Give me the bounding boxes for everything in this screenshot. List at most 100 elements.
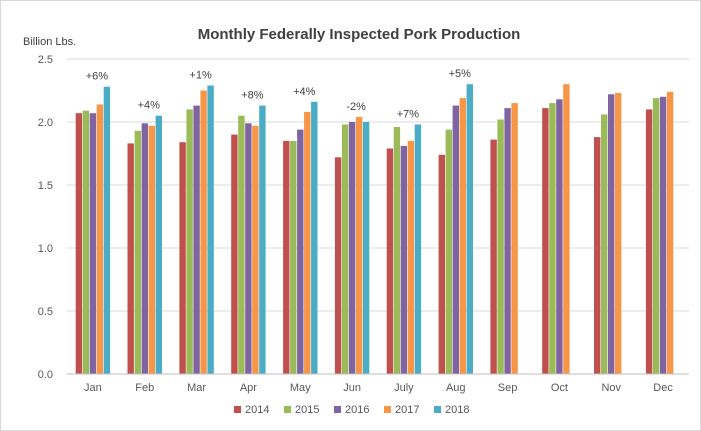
bar-2014-July xyxy=(386,148,394,374)
bar-2015-Nov xyxy=(601,114,608,375)
bar-2016-Aug xyxy=(452,105,459,374)
bar-2018-Feb xyxy=(155,115,162,374)
bar-2015-Dec xyxy=(652,98,660,374)
bar-2017-Jan xyxy=(96,104,104,375)
bar-2016-Dec xyxy=(659,96,667,375)
legend-swatch-2015 xyxy=(284,406,291,413)
legend-swatch-2016 xyxy=(334,406,341,413)
x-tick-label: Sep xyxy=(498,382,518,394)
bar-2014-Oct xyxy=(542,108,549,374)
bar-2015-Apr xyxy=(238,115,245,374)
y-axis-unit-label: Billion Lbs. xyxy=(23,36,76,48)
legend: 2014 2015 2016 2017 2018 xyxy=(234,404,469,416)
y-tick-label: 1.0 xyxy=(38,243,53,255)
bar-2014-May xyxy=(283,140,290,374)
bar-2014-Apr xyxy=(231,134,238,374)
bar-2017-Nov xyxy=(615,93,622,374)
bar-2016-Oct xyxy=(556,99,563,375)
legend-label: 2016 xyxy=(345,404,369,416)
bar-2017-Feb xyxy=(148,125,155,374)
bar-2016-Sep xyxy=(504,108,511,374)
x-tick-label: Aug xyxy=(446,382,466,394)
y-tick-label: 0.5 xyxy=(38,306,53,318)
bar-2017-Oct xyxy=(563,84,570,374)
bar-2017-Apr xyxy=(252,125,259,374)
legend-label: 2015 xyxy=(295,404,319,416)
bar-2018-Jun xyxy=(362,122,370,374)
bar-2014-Jan xyxy=(75,113,83,374)
bar-2014-Aug xyxy=(438,154,445,374)
y-tick-label: 0.0 xyxy=(38,369,53,381)
axes: 0.0 0.5 1.0 1.5 2.0 2.5 Jan Feb Mar Apr May Jun July… xyxy=(38,54,689,394)
legend-swatch-2014 xyxy=(234,406,241,413)
bar-2014-Feb xyxy=(127,143,134,374)
bar-2017-Dec xyxy=(666,91,674,375)
bar-2016-Apr xyxy=(245,123,252,374)
legend-swatch-2017 xyxy=(384,406,391,413)
bar-2015-Feb xyxy=(134,130,141,374)
y-tick-label: 2.0 xyxy=(38,117,53,129)
bar-2014-Sep xyxy=(490,139,497,374)
bar-2018-Jan xyxy=(103,86,111,374)
bar-2016-Jun xyxy=(348,122,356,374)
change-annotation: +5% xyxy=(449,68,472,80)
change-annotation: +8% xyxy=(241,90,264,102)
change-annotation: -2% xyxy=(346,101,366,113)
legend-label: 2014 xyxy=(245,404,269,416)
bar-2017-Jun xyxy=(355,117,363,374)
bar-2018-May xyxy=(311,101,318,375)
bar-2018-Apr xyxy=(259,105,266,374)
bar-2014-Nov xyxy=(594,137,601,374)
x-tick-label: Mar xyxy=(187,382,206,394)
x-tick-label: May xyxy=(290,382,311,394)
bar-2015-Sep xyxy=(497,119,504,374)
bar-2016-July xyxy=(400,145,408,374)
bar-2017-May xyxy=(304,111,311,375)
x-tick-label: Oct xyxy=(551,382,568,394)
x-tick-label: Apr xyxy=(240,382,257,394)
bar-2015-Jun xyxy=(341,124,349,374)
bar-2016-Nov xyxy=(608,94,615,375)
change-annotation: +6% xyxy=(86,71,109,83)
x-tick-label: Jan xyxy=(84,382,102,394)
annotations: +6% +4% +1% +8% +4% -2% +7% +5% xyxy=(86,68,471,120)
x-tick-label: Jun xyxy=(343,382,361,394)
y-tick-label: 1.5 xyxy=(38,180,53,192)
bar-2015-Aug xyxy=(445,129,452,374)
legend-swatch-2018 xyxy=(434,406,441,413)
bar-2014-Mar xyxy=(179,142,186,374)
bar-2015-July xyxy=(393,127,401,374)
x-tick-label: Feb xyxy=(135,382,154,394)
bar-2017-Aug xyxy=(459,98,466,374)
bar-2016-Mar xyxy=(193,105,200,374)
bars xyxy=(75,84,674,375)
bar-2014-Jun xyxy=(334,157,342,374)
x-tick-label: July xyxy=(394,382,414,394)
bar-2018-Aug xyxy=(466,84,473,374)
bar-2018-July xyxy=(414,124,422,374)
bar-2016-May xyxy=(297,129,304,374)
bar-2014-Dec xyxy=(645,109,653,375)
bar-2018-Mar xyxy=(207,85,214,374)
x-tick-label: Dec xyxy=(653,382,673,394)
change-annotation: +4% xyxy=(293,86,316,98)
bar-2017-Mar xyxy=(200,90,207,374)
bar-2015-May xyxy=(290,140,297,374)
bar-2016-Feb xyxy=(141,123,148,374)
bar-2015-Jan xyxy=(82,110,90,374)
bar-2017-July xyxy=(407,140,415,374)
bar-2016-Jan xyxy=(89,113,97,374)
legend-label: 2018 xyxy=(445,404,469,416)
change-annotation: +4% xyxy=(138,100,161,112)
y-tick-label: 2.5 xyxy=(38,54,53,66)
legend-label: 2017 xyxy=(395,404,419,416)
chart-title: Monthly Federally Inspected Pork Product… xyxy=(198,26,521,43)
change-annotation: +1% xyxy=(189,69,212,81)
change-annotation: +7% xyxy=(397,109,420,121)
bar-2015-Mar xyxy=(186,109,193,375)
x-tick-label: Nov xyxy=(601,382,621,394)
bar-2017-Sep xyxy=(511,103,518,374)
gridlines xyxy=(67,58,689,312)
